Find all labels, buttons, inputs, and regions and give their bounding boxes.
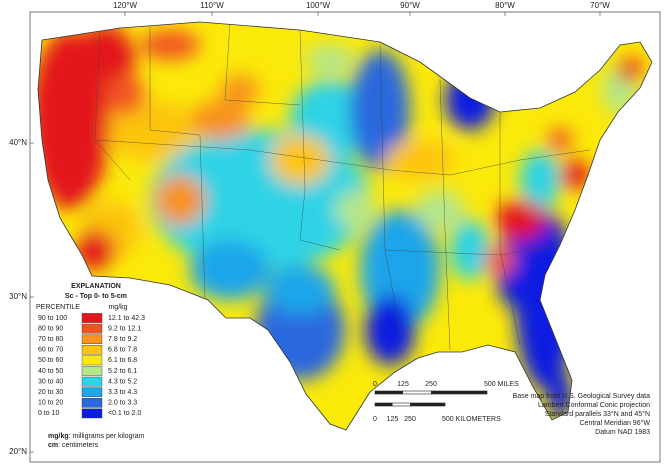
- scale-label-miles: 500 MILES: [484, 381, 519, 388]
- range-label: <0.1 to 2.0: [108, 410, 141, 417]
- blob: [520, 150, 560, 210]
- scale-label-miles: 125: [397, 381, 409, 388]
- credit-line: Datum NAD 1983: [595, 429, 650, 436]
- credit-line: Central Meridian 96°W: [580, 419, 651, 427]
- range-label: 7.8 to 9.2: [108, 336, 137, 343]
- legend-swatch: [81, 408, 103, 419]
- scale-label-km: 125: [387, 416, 399, 423]
- blob: [265, 265, 335, 315]
- credit-line: Base map from U.S. Geological Survey dat…: [513, 393, 650, 400]
- blob: [190, 240, 270, 300]
- longitude-label: 90°W: [400, 1, 420, 10]
- legend-swatch: [81, 313, 103, 323]
- notes: mg/kg: milligrams per kilogram cm: centim…: [48, 433, 145, 449]
- blob: [105, 75, 145, 115]
- blob: [75, 230, 115, 270]
- credit-line: Standard parallels 33°N and 45°N: [545, 410, 650, 418]
- state-boundaries: [94, 22, 591, 351]
- blob: [270, 135, 330, 185]
- percentile-label: 20 to 30: [38, 389, 63, 396]
- legend-subtitle: Sc - Top 0- to 5-cm: [65, 293, 127, 300]
- legend-swatch: [81, 323, 103, 334]
- range-label: 4.3 to 5.2: [108, 378, 137, 385]
- blob: [560, 160, 590, 190]
- longitude-label: 120°W: [113, 1, 138, 10]
- legend-swatch: [81, 366, 103, 376]
- note: cm: centimeters: [48, 442, 99, 449]
- credit-line: Lambert Conformal Conic projection: [538, 402, 650, 409]
- range-label: 6.1 to 6.8: [108, 357, 137, 364]
- percentile-label: 40 to 50: [38, 368, 63, 375]
- longitude-label: 110°W: [200, 1, 224, 10]
- blob: [485, 245, 515, 275]
- scale-label-km: 250: [404, 416, 416, 423]
- blob: [190, 100, 250, 140]
- percentile-label: 90 to 100: [38, 315, 67, 322]
- blob: [385, 140, 455, 180]
- legend: EXPLANATION Sc - Top 0- to 5-cm PERCENTI…: [36, 283, 145, 419]
- percentile-label: 80 to 90: [38, 325, 63, 332]
- legend-swatch: [81, 345, 103, 355]
- note-definition: : centimeters: [58, 442, 99, 449]
- blob: [220, 75, 260, 105]
- blob: [140, 30, 200, 60]
- blob: [548, 370, 572, 420]
- note-definition: : milligrams per kilogram: [69, 433, 145, 440]
- note: mg/kg: milligrams per kilogram: [48, 433, 145, 440]
- latitude-label: 20°N: [9, 447, 27, 456]
- blob: [415, 190, 465, 230]
- blob: [305, 45, 355, 75]
- range-label: 12.1 to 42.3: [108, 315, 145, 322]
- latitude-label: 30°N: [9, 292, 27, 301]
- percentile-label: 50 to 60: [38, 357, 63, 364]
- legend-swatch: [81, 355, 103, 366]
- blob: [155, 175, 205, 225]
- scale-label-miles: 0: [373, 381, 377, 388]
- note-term: mg/kg: [48, 433, 69, 440]
- blob: [350, 50, 410, 170]
- percentile-label: 70 to 80: [38, 336, 63, 343]
- range-label: 5.2 to 6.1: [108, 368, 137, 375]
- surface-blobs: [38, 25, 642, 420]
- longitude-label: 100°W: [306, 1, 331, 10]
- note-term: cm: [48, 442, 58, 449]
- blob: [450, 220, 490, 280]
- longitude-label: 80°W: [495, 1, 515, 10]
- range-label: 3.3 to 4.3: [108, 389, 137, 396]
- percentile-label: 60 to 70: [38, 347, 63, 354]
- legend-swatch: [81, 398, 103, 408]
- percentile-label: 10 to 20: [38, 400, 63, 407]
- scale-label-km: 0: [373, 416, 377, 423]
- latitude-label: 40°N: [9, 138, 27, 147]
- blob: [548, 128, 572, 152]
- range-label: 2.0 to 3.3: [108, 400, 137, 407]
- percentile-header: PERCENTILE: [36, 304, 80, 311]
- us-outline: [37, 21, 653, 431]
- scale-label-km: 500 KILOMETERS: [442, 416, 501, 423]
- blob: [335, 190, 375, 230]
- legend-swatch: [81, 334, 103, 345]
- scale-bar: 0 125 250 500 MILES 0 125 250 500 KILOMETERS: [373, 381, 519, 423]
- longitude-label: 70°W: [590, 1, 610, 10]
- percentile-label: 0 to 10: [38, 410, 60, 417]
- credits: Base map from U.S. Geological Survey dat…: [513, 393, 651, 436]
- legend-swatch: [81, 387, 103, 398]
- blob: [365, 295, 415, 365]
- scale-label-miles: 250: [425, 381, 437, 388]
- legend-swatch: [81, 376, 103, 387]
- range-label: 6.8 to 7.8: [108, 347, 137, 354]
- blob: [495, 200, 545, 240]
- percentile-label: 30 to 40: [38, 378, 63, 385]
- blob: [618, 58, 642, 82]
- value-header: mg/kg: [108, 304, 127, 311]
- range-label: 9.2 to 12.1: [108, 325, 141, 332]
- legend-title: EXPLANATION: [71, 283, 121, 290]
- graticule-labels: 120°W 110°W 100°W 90°W 80°W 70°W 40°N 30°N 20°N: [9, 1, 610, 456]
